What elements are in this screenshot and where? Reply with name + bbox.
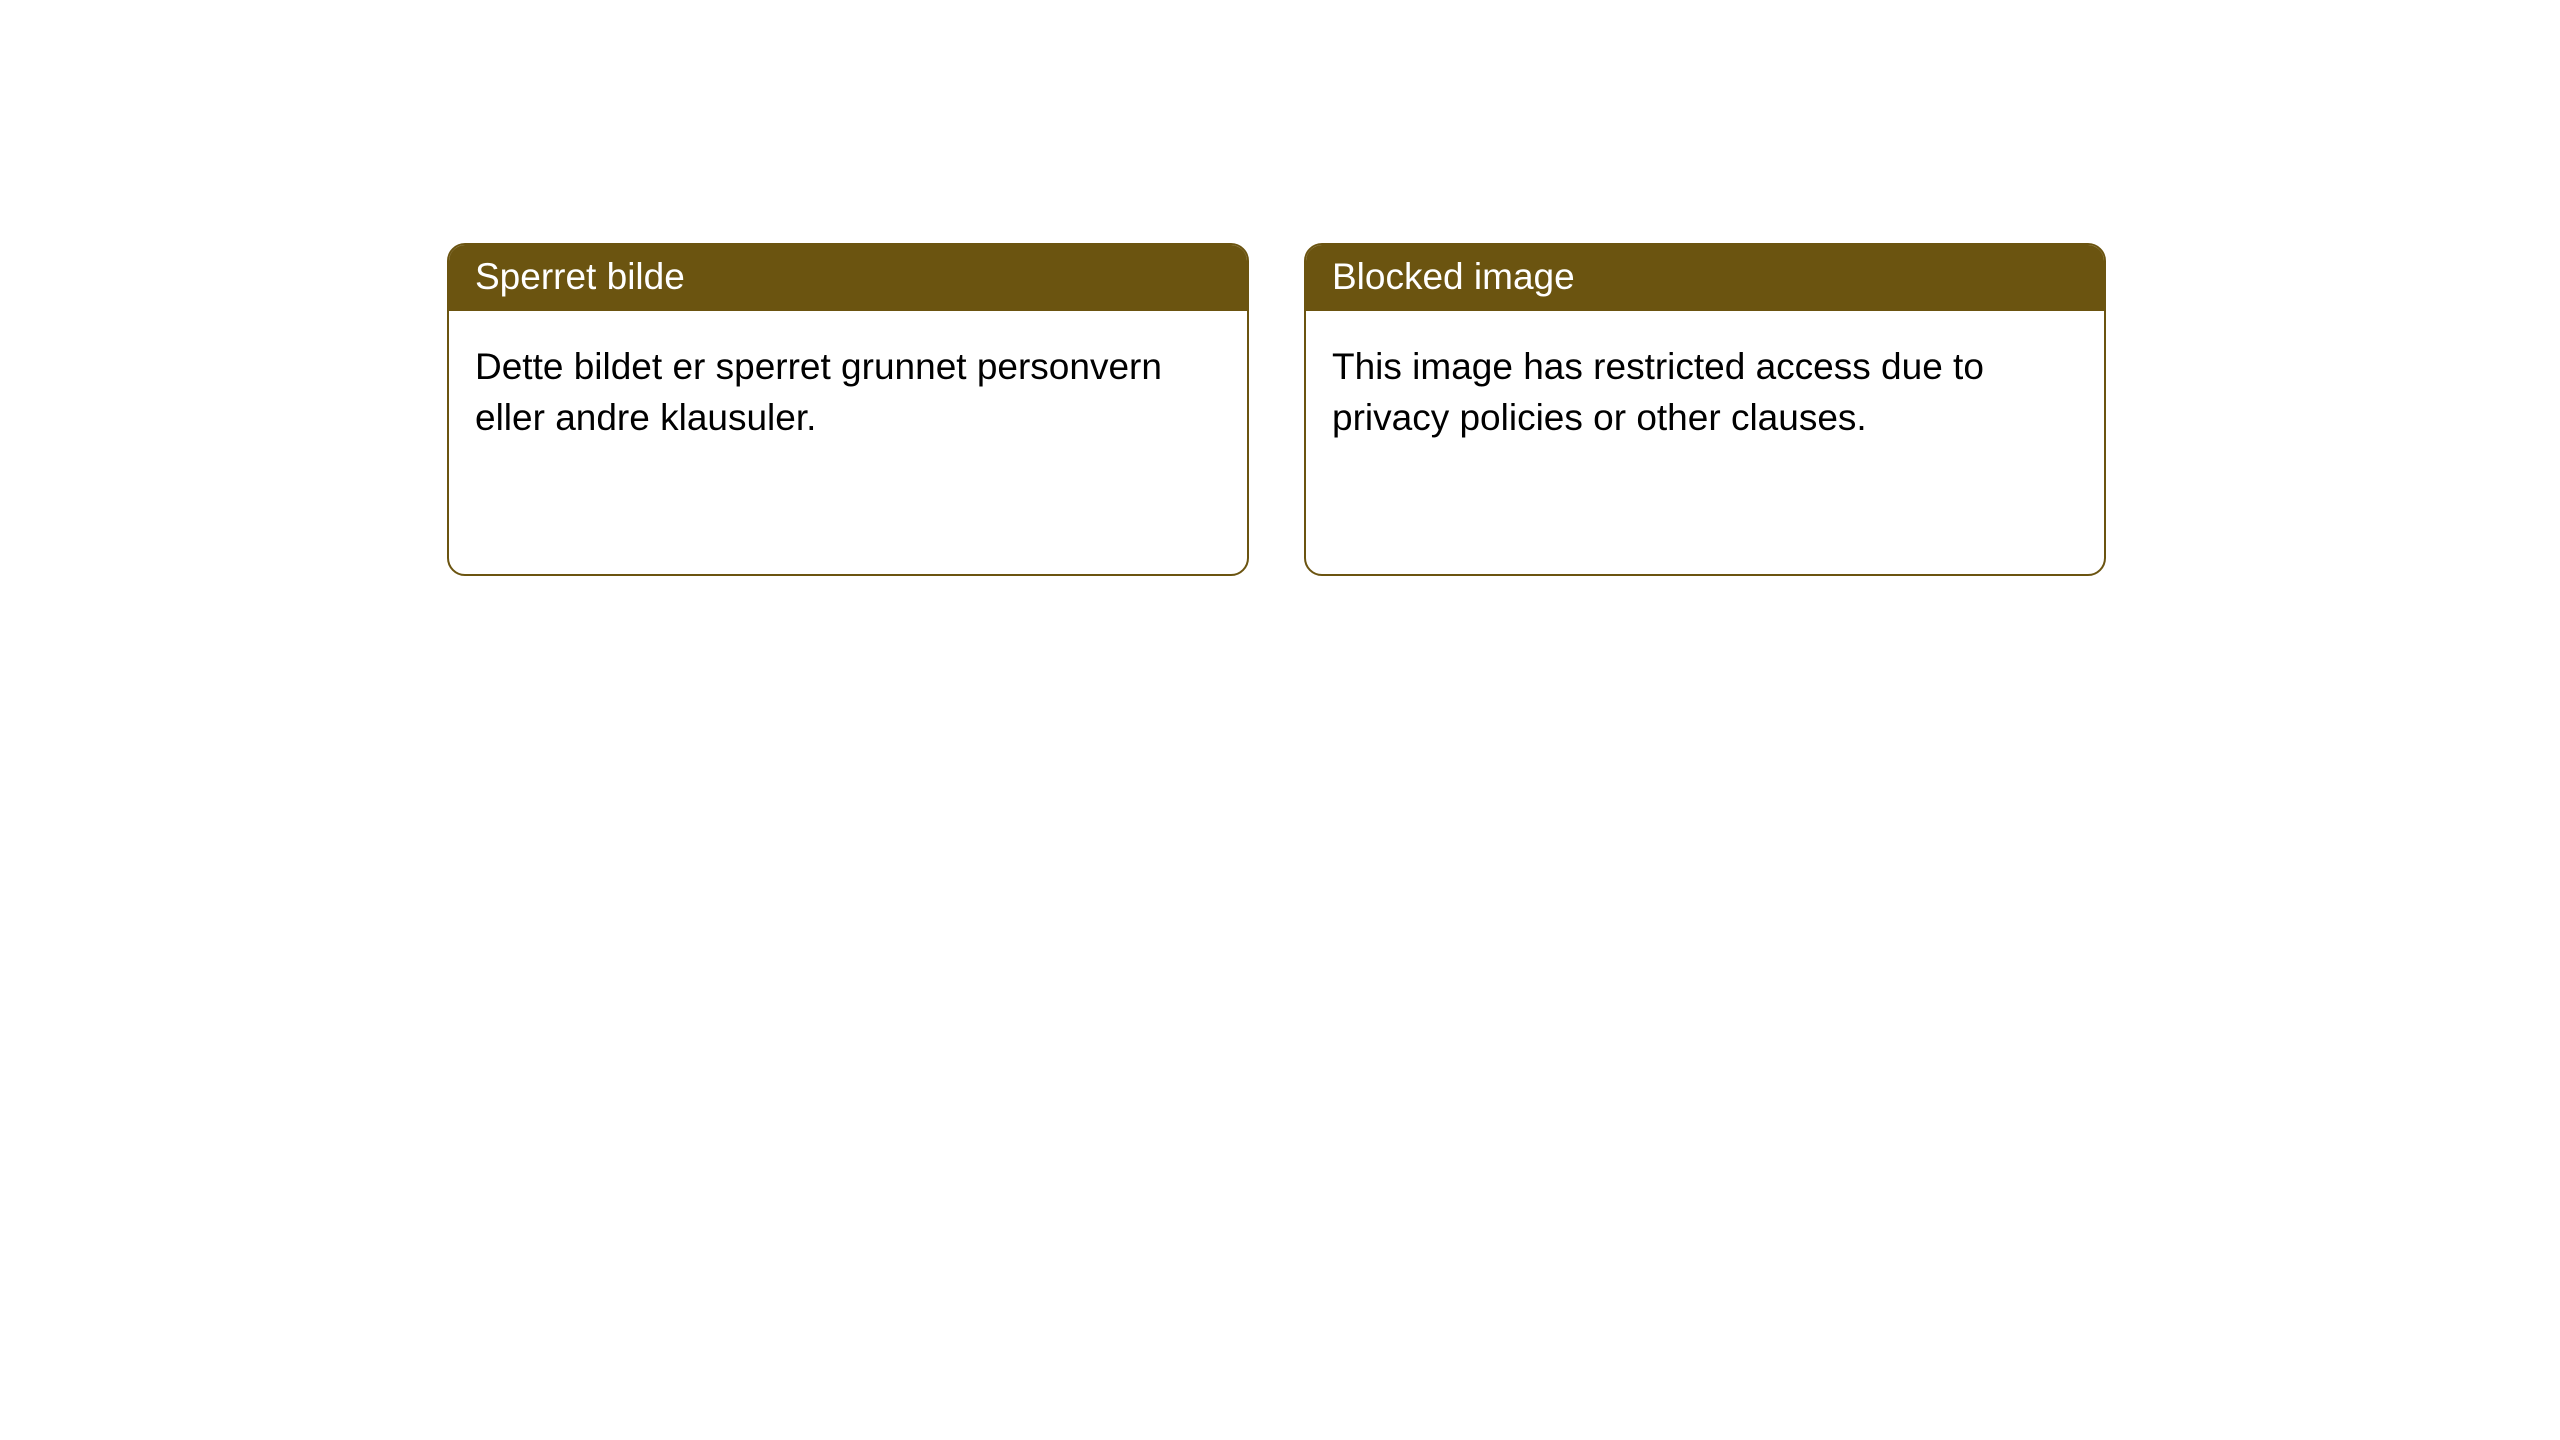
notice-title-english: Blocked image xyxy=(1306,245,2104,311)
notice-card-norwegian: Sperret bilde Dette bildet er sperret gr… xyxy=(447,243,1249,576)
notice-card-english: Blocked image This image has restricted … xyxy=(1304,243,2106,576)
notice-body-english: This image has restricted access due to … xyxy=(1306,311,2104,473)
notice-container: Sperret bilde Dette bildet er sperret gr… xyxy=(447,243,2106,576)
notice-body-norwegian: Dette bildet er sperret grunnet personve… xyxy=(449,311,1247,473)
notice-title-norwegian: Sperret bilde xyxy=(449,245,1247,311)
